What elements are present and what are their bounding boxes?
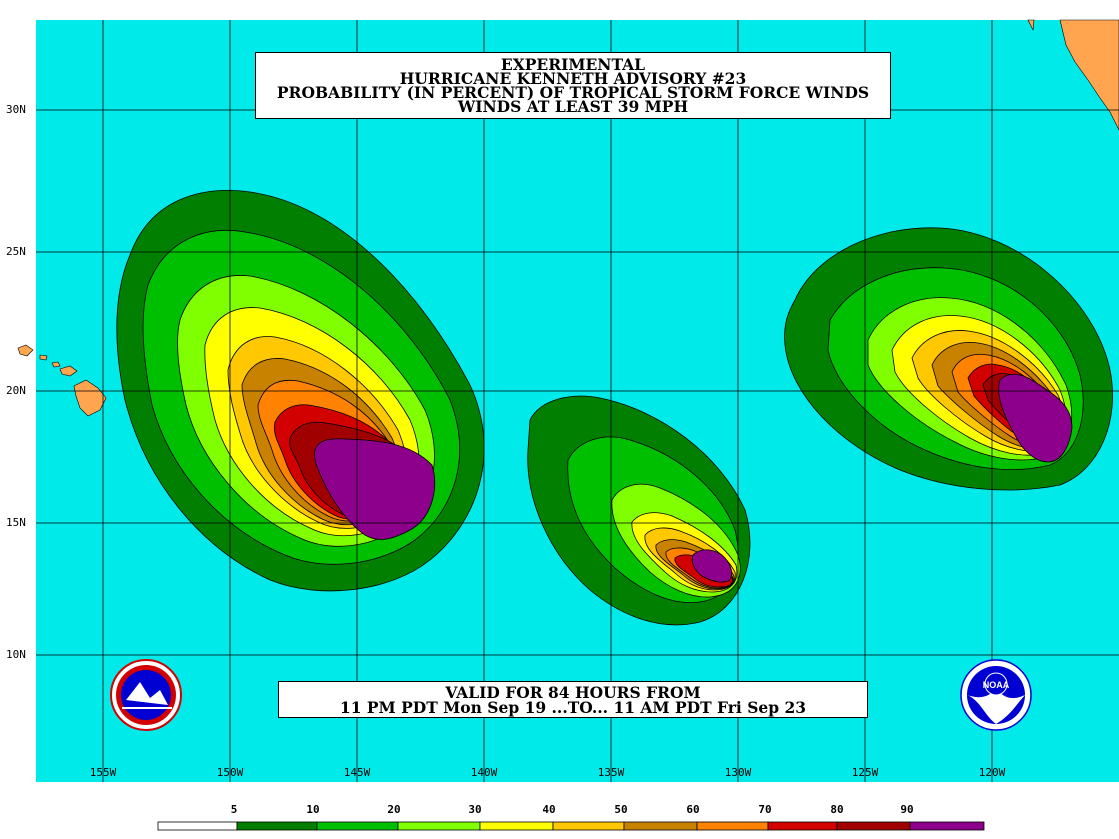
noaa-logo: NOAA <box>960 659 1032 731</box>
title-line-2: HURRICANE KENNETH ADVISORY #23 <box>399 69 747 88</box>
valid-line-2: 11 PM PDT Mon Sep 19 ...TO... 11 AM PDT … <box>339 698 807 717</box>
lat-label-10n: 10N <box>6 648 26 661</box>
scale-swatch-4 <box>479 821 554 831</box>
scale-label-80: 80 <box>830 803 844 816</box>
scale-label-70: 70 <box>758 803 772 816</box>
scale-swatch-1 <box>236 821 318 831</box>
lon-label-135w: 135W <box>597 766 625 779</box>
lon-label-145w: 145W <box>343 766 371 779</box>
lon-label-150w: 150W <box>216 766 244 779</box>
lat-label-20n: 20N <box>6 384 26 397</box>
lon-label-140w: 140W <box>470 766 498 779</box>
lat-label-25n: 25N <box>6 245 26 258</box>
scale-label-90: 90 <box>900 803 914 816</box>
lat-label-15n: 15N <box>6 516 26 529</box>
scale-label-30: 30 <box>468 803 482 816</box>
scale-swatch-9 <box>836 821 911 831</box>
lat-label-30n: 30N <box>6 103 26 116</box>
scale-swatch-6 <box>623 821 698 831</box>
probability-swath-west <box>116 189 485 592</box>
scale-swatch-10 <box>909 821 985 831</box>
lon-label-125w: 125W <box>851 766 879 779</box>
probability-swath-middle <box>527 395 751 626</box>
lat-lon-grid <box>36 20 1119 782</box>
scale-label-40: 40 <box>542 803 556 816</box>
scale-label-5: 5 <box>230 803 238 816</box>
title-box: EXPERIMENTAL HURRICANE KENNETH ADVISORY … <box>255 52 891 119</box>
scale-swatch-3 <box>397 821 481 831</box>
title-line-3: PROBABILITY (IN PERCENT) OF TROPICAL STO… <box>276 83 870 102</box>
scale-swatch-8 <box>767 821 838 831</box>
scale-label-50: 50 <box>614 803 628 816</box>
landmass-baja <box>1027 19 1035 32</box>
scale-label-20: 20 <box>387 803 401 816</box>
scale-label-10: 10 <box>306 803 320 816</box>
scale-swatch-0 <box>157 821 238 831</box>
title-line-4: WINDS AT LEAST 39 MPH <box>457 97 689 116</box>
lon-label-130w: 130W <box>724 766 752 779</box>
nws-logo <box>110 659 182 731</box>
scale-swatch-7 <box>696 821 769 831</box>
valid-period-box: VALID FOR 84 HOURS FROM 11 PM PDT Mon Se… <box>278 681 868 718</box>
title-line-1: EXPERIMENTAL <box>500 55 646 74</box>
landmass-mexico <box>1059 19 1119 131</box>
scale-label-60: 60 <box>686 803 700 816</box>
lon-label-120w: 120W <box>978 766 1006 779</box>
lon-label-155w: 155W <box>89 766 117 779</box>
valid-line-1: VALID FOR 84 HOURS FROM <box>445 683 701 702</box>
scale-swatch-2 <box>316 821 399 831</box>
landmass-hawaii <box>17 344 107 417</box>
probability-scale-bar <box>157 821 985 831</box>
svg-text:NOAA: NOAA <box>983 680 1010 690</box>
scale-swatch-5 <box>552 821 625 831</box>
